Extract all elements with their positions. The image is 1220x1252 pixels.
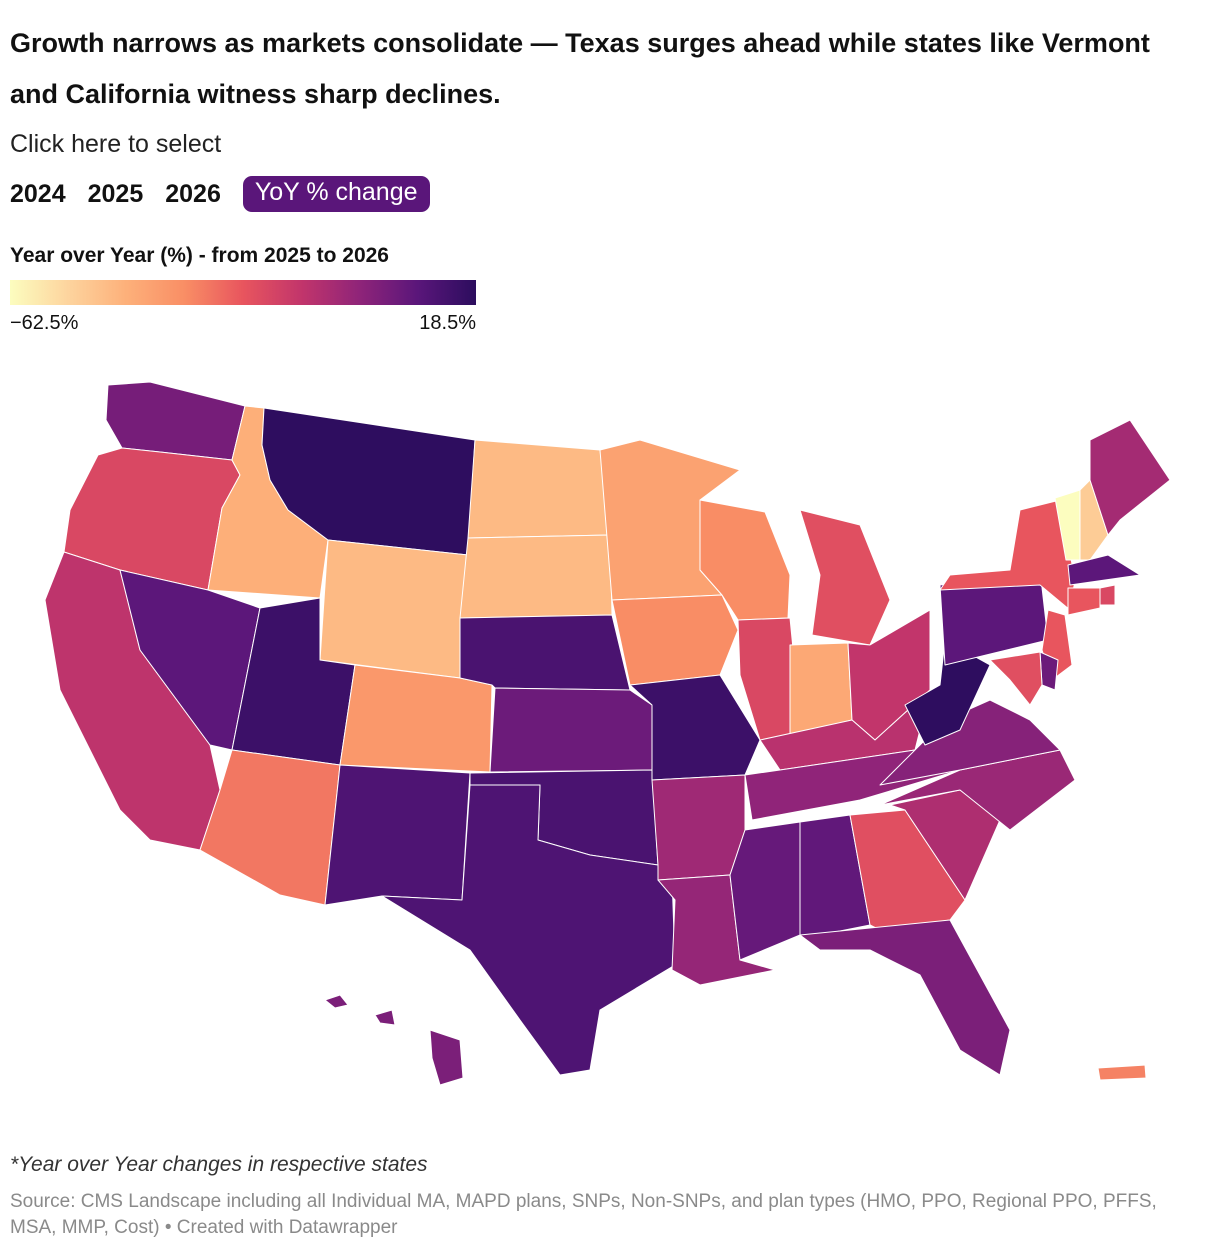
state-md[interactable] (989, 651, 1043, 706)
state-me[interactable] (1089, 419, 1171, 536)
selector-prompt: Click here to select (10, 130, 222, 158)
state-ar[interactable] (651, 774, 746, 881)
state-ma[interactable] (1067, 554, 1141, 586)
year-selector: 2024 2025 2026 YoY % change (10, 176, 430, 212)
state-ia[interactable] (611, 594, 739, 686)
state-nd[interactable] (467, 439, 611, 539)
us-choropleth-map (44, 381, 1171, 1086)
source-credit: Source: CMS Landscape including all Indi… (10, 1191, 1157, 1238)
state-co[interactable] (339, 664, 493, 773)
legend-color-scale (10, 280, 476, 305)
chart-title: Growth narrows as markets consolidate — … (10, 28, 1150, 109)
state-wv[interactable] (904, 639, 991, 746)
state-in[interactable] (789, 642, 853, 736)
state-ri[interactable] (1099, 584, 1116, 606)
tab-2025[interactable]: 2025 (87, 179, 144, 208)
legend-min-label: −62.5% (10, 312, 79, 334)
state-mi[interactable] (799, 509, 891, 646)
state-ks[interactable] (489, 687, 653, 773)
state-az[interactable] (199, 749, 341, 906)
state-ne[interactable] (459, 614, 631, 691)
state-ms[interactable] (729, 821, 801, 961)
legend-title: Year over Year (%) - from 2025 to 2026 (10, 244, 389, 267)
state-wy[interactable] (319, 539, 469, 679)
state-pr[interactable] (1097, 1064, 1147, 1081)
state-fl[interactable] (799, 919, 1011, 1076)
state-sd[interactable] (459, 534, 613, 619)
footnote: *Year over Year changes in respective st… (10, 1153, 428, 1176)
state-nh[interactable] (1079, 479, 1109, 561)
tab-2026[interactable]: 2026 (165, 179, 221, 208)
state-nm[interactable] (324, 764, 471, 906)
state-hi[interactable] (324, 994, 464, 1086)
tab-yoy-change[interactable]: YoY % change (242, 176, 430, 212)
tab-2024[interactable]: 2024 (10, 179, 66, 208)
state-ct[interactable] (1067, 587, 1101, 616)
legend-max-label: 18.5% (419, 312, 476, 334)
state-tx[interactable] (381, 784, 676, 1076)
